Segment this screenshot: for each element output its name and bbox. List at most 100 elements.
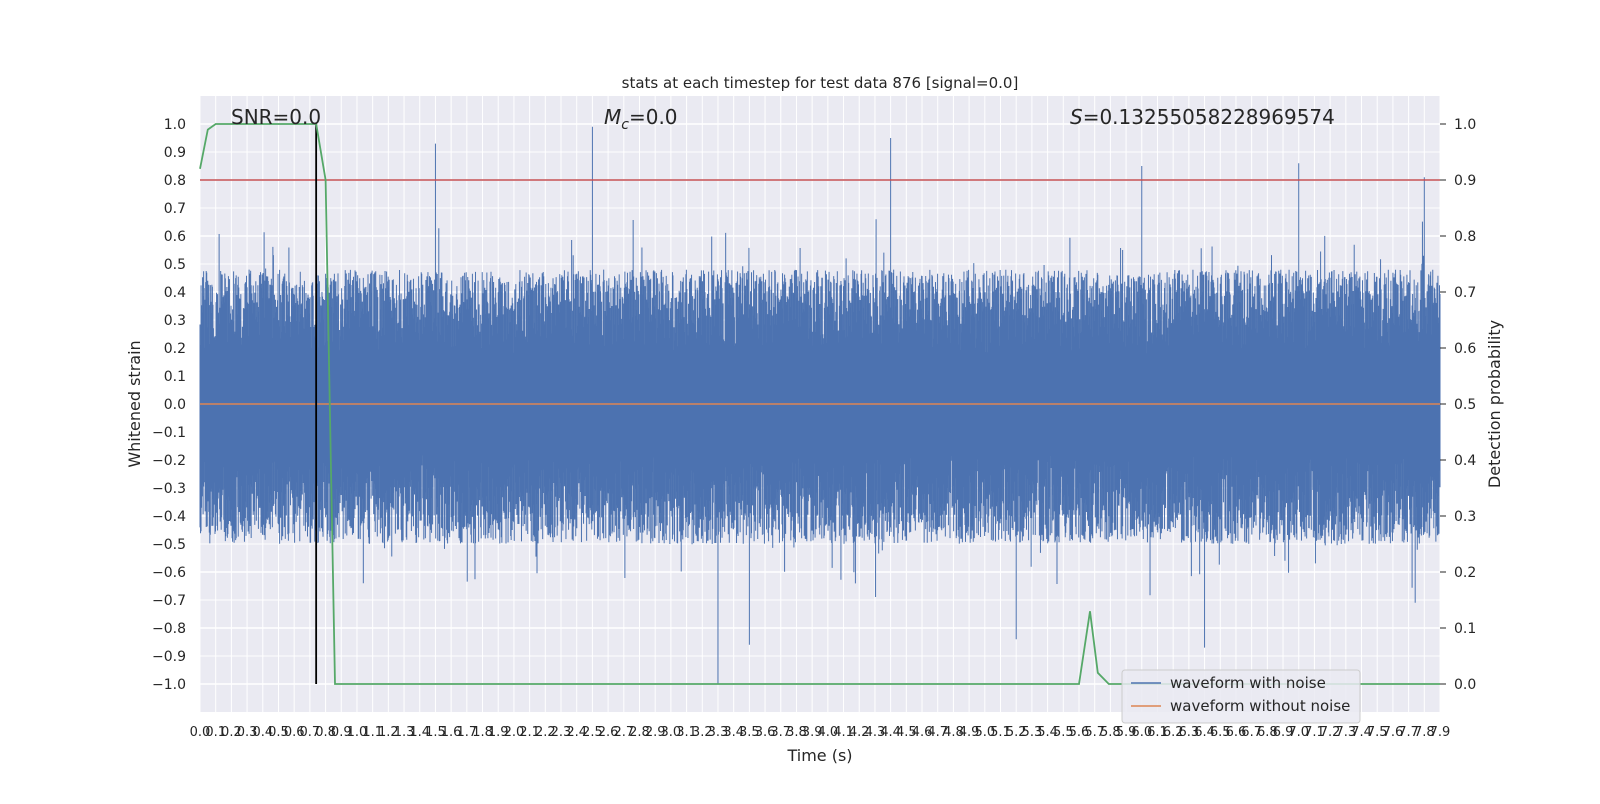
x-tick-label: 7.4 (1351, 725, 1372, 740)
x-tick-label: 3.7 (770, 725, 791, 740)
x-tick-label: 7.2 (1320, 725, 1341, 740)
y-right-tick-label: 0.2 (1454, 565, 1476, 581)
y-left-tick-label: −0.1 (152, 425, 186, 441)
x-tick-label: 0.3 (237, 725, 258, 740)
y-left-tick-label: 0.7 (164, 201, 186, 217)
x-tick-label: 5.6 (1069, 725, 1090, 740)
x-tick-label: 6.2 (1163, 725, 1184, 740)
legend-label-clean: waveform without noise (1170, 697, 1350, 715)
x-tick-label: 0.5 (268, 725, 289, 740)
y-left-tick-label: −0.3 (152, 481, 186, 497)
y-left-tick-label: −0.7 (152, 593, 186, 609)
overlay-lines (200, 124, 1440, 684)
x-tick-label: 2.9 (645, 725, 666, 740)
x-tick-label: 2.8 (629, 725, 650, 740)
y-left-tick-label: 0.2 (164, 341, 186, 357)
x-tick-label: 7.6 (1383, 725, 1404, 740)
x-axis-ticks: 0.00.10.20.30.40.50.60.70.80.91.01.11.21… (190, 725, 1451, 740)
x-tick-label: 7.8 (1414, 725, 1435, 740)
y-left-tick-label: 0.1 (164, 369, 186, 385)
y-right-tick-label: 0.5 (1454, 397, 1476, 413)
x-tick-label: 2.4 (566, 725, 587, 740)
x-tick-label: 2.1 (519, 725, 540, 740)
x-tick-label: 4.0 (818, 725, 839, 740)
x-tick-label: 2.3 (551, 725, 572, 740)
x-tick-label: 3.3 (708, 725, 729, 740)
x-tick-label: 1.2 (378, 725, 399, 740)
x-tick-label: 7.9 (1430, 725, 1451, 740)
chirp-mass-symbol: M (604, 105, 621, 129)
chirp-mass-annotation: Mc=0.0 (604, 105, 678, 133)
legend-box (1121, 669, 1361, 724)
y-left-tick-label: 0.4 (164, 285, 186, 301)
chirp-mass-value: =0.0 (629, 105, 678, 129)
y-right-tick-label: 0.8 (1454, 229, 1476, 245)
y-left-tick-label: −0.5 (152, 537, 186, 553)
x-tick-label: 2.0 (504, 725, 525, 740)
x-tick-label: 4.4 (880, 725, 901, 740)
x-tick-label: 0.7 (300, 725, 321, 740)
x-tick-label: 1.8 (472, 725, 493, 740)
y-left-tick-label: 0.0 (164, 397, 186, 413)
x-tick-label: 4.3 (865, 725, 886, 740)
x-tick-label: 1.0 (347, 725, 368, 740)
x-tick-label: 7.5 (1367, 725, 1388, 740)
x-tick-label: 0.6 (284, 725, 305, 740)
x-tick-label: 1.5 (425, 725, 446, 740)
x-tick-label: 5.4 (1037, 725, 1058, 740)
y-right-tick-label: 0.4 (1454, 453, 1476, 469)
x-tick-label: 5.1 (990, 725, 1011, 740)
x-tick-label: 4.9 (959, 725, 980, 740)
y-right-tick-label: 1.0 (1454, 117, 1476, 133)
y-left-tick-label: 0.3 (164, 313, 186, 329)
x-tick-label: 1.3 (394, 725, 415, 740)
chart-title: stats at each timestep for test data 876… (622, 74, 1019, 92)
x-tick-label: 7.0 (1288, 725, 1309, 740)
y-left-tick-label: −0.9 (152, 649, 186, 665)
x-tick-label: 4.6 (912, 725, 933, 740)
x-tick-label: 2.7 (613, 725, 634, 740)
x-tick-label: 0.0 (190, 725, 211, 740)
x-tick-label: 4.7 (927, 725, 948, 740)
x-tick-label: 1.7 (456, 725, 477, 740)
y-left-tick-label: 0.6 (164, 229, 186, 245)
y-right-tick-label: 0.0 (1454, 677, 1476, 693)
x-tick-label: 3.5 (739, 725, 760, 740)
x-tick-label: 3.0 (661, 725, 682, 740)
y-left-tick-label: −0.8 (152, 621, 186, 637)
y-left-tick-label: −0.2 (152, 453, 186, 469)
x-tick-label: 0.2 (221, 725, 242, 740)
y-left-tick-label: 1.0 (164, 117, 186, 133)
y-axis-right-ticks: 1.0 0.9 0.8 0.7 0.6 0.5 0.4 0.3 0.2 0.1 0.0 (1440, 117, 1476, 693)
snr-annotation: SNR=0.0 (231, 105, 321, 129)
x-tick-label: 6.6 (1226, 725, 1247, 740)
chirp-mass-subscript: c (621, 117, 629, 133)
x-tick-label: 5.8 (1100, 725, 1121, 740)
x-tick-label: 3.1 (676, 725, 697, 740)
x-tick-label: 6.1 (1147, 725, 1168, 740)
x-tick-label: 1.4 (409, 725, 430, 740)
y-left-tick-label: −0.6 (152, 565, 186, 581)
score-annotation: S=0.13255058228969574 (1070, 105, 1335, 129)
x-tick-label: 7.3 (1335, 725, 1356, 740)
noise-waveform-path (199, 126, 1441, 684)
x-tick-label: 5.9 (1116, 725, 1137, 740)
legend: waveform with noise waveform without noi… (1121, 669, 1361, 724)
x-tick-label: 2.6 (598, 725, 619, 740)
detection-probability-series (199, 123, 1440, 685)
y-left-tick-label: 0.5 (164, 257, 186, 273)
x-tick-label: 1.1 (362, 725, 383, 740)
x-tick-label: 1.6 (441, 725, 462, 740)
y-right-tick-label: 0.9 (1454, 173, 1476, 189)
x-tick-label: 5.7 (1084, 725, 1105, 740)
x-tick-label: 6.9 (1273, 725, 1294, 740)
score-value: =0.13255058228969574 (1083, 105, 1335, 129)
x-tick-label: 4.8 (943, 725, 964, 740)
waveform-with-noise-series (199, 126, 1441, 684)
x-tick-label: 5.0 (974, 725, 995, 740)
x-tick-label: 3.6 (755, 725, 776, 740)
x-tick-label: 3.8 (786, 725, 807, 740)
y-axis-left-label: Whitened strain (125, 340, 144, 467)
